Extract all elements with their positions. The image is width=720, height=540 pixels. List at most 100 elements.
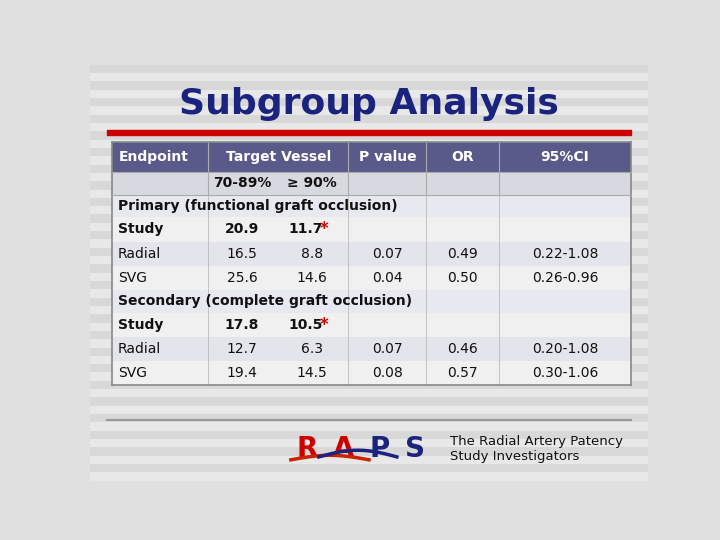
Bar xyxy=(90,389,648,397)
Bar xyxy=(112,172,631,194)
Text: Endpoint: Endpoint xyxy=(119,150,189,164)
Bar xyxy=(90,406,648,414)
Bar xyxy=(90,239,648,248)
Bar xyxy=(112,194,631,218)
Bar xyxy=(90,190,648,198)
Text: A: A xyxy=(333,435,354,463)
Text: Target Vessel: Target Vessel xyxy=(226,150,331,164)
Text: Secondary (complete graft occlusion): Secondary (complete graft occlusion) xyxy=(118,294,412,308)
Bar xyxy=(90,214,648,223)
Bar xyxy=(112,337,631,361)
Text: 25.6: 25.6 xyxy=(227,271,258,285)
Bar xyxy=(90,322,648,331)
Bar xyxy=(90,98,648,106)
Bar xyxy=(90,131,648,140)
Text: 95%CI: 95%CI xyxy=(541,150,590,164)
Text: 0.57: 0.57 xyxy=(447,366,478,380)
Bar xyxy=(90,472,648,481)
Text: 11.7: 11.7 xyxy=(288,222,323,237)
Bar xyxy=(90,73,648,82)
Text: R: R xyxy=(297,435,318,463)
Text: 6.3: 6.3 xyxy=(301,342,323,356)
Text: Radial: Radial xyxy=(118,247,161,261)
Text: 0.46: 0.46 xyxy=(447,342,478,356)
Bar xyxy=(90,447,648,456)
Text: 12.7: 12.7 xyxy=(227,342,258,356)
Bar xyxy=(90,364,648,373)
Bar xyxy=(90,265,648,273)
Text: 0.49: 0.49 xyxy=(447,247,478,261)
Bar xyxy=(90,181,648,190)
Text: 0.04: 0.04 xyxy=(372,271,402,285)
Text: 0.08: 0.08 xyxy=(372,366,402,380)
Bar xyxy=(90,173,648,181)
Bar xyxy=(90,281,648,289)
Bar xyxy=(90,223,648,231)
Text: 8.8: 8.8 xyxy=(301,247,323,261)
Bar xyxy=(90,381,648,389)
Text: 10.5: 10.5 xyxy=(288,318,323,332)
Bar xyxy=(90,206,648,214)
Text: The Radial Artery Patency: The Radial Artery Patency xyxy=(450,435,623,448)
Bar xyxy=(90,256,648,265)
Text: 0.26-0.96: 0.26-0.96 xyxy=(532,271,598,285)
Bar xyxy=(90,464,648,472)
Bar xyxy=(112,290,631,313)
Bar xyxy=(112,241,631,266)
Bar xyxy=(90,65,648,73)
Bar xyxy=(90,314,648,322)
Text: 14.6: 14.6 xyxy=(297,271,328,285)
Bar xyxy=(90,356,648,364)
Bar xyxy=(90,298,648,306)
Text: *: * xyxy=(320,220,329,239)
Text: 0.30-1.06: 0.30-1.06 xyxy=(532,366,598,380)
Text: 19.4: 19.4 xyxy=(227,366,258,380)
Text: 0.50: 0.50 xyxy=(447,271,478,285)
Text: 20.9: 20.9 xyxy=(225,222,259,237)
Bar xyxy=(90,248,648,256)
Text: 0.20-1.08: 0.20-1.08 xyxy=(532,342,598,356)
Text: ≥ 90%: ≥ 90% xyxy=(287,176,337,190)
Bar xyxy=(90,289,648,298)
Text: 17.8: 17.8 xyxy=(225,318,259,332)
Bar xyxy=(112,313,631,337)
Bar xyxy=(90,106,648,114)
Bar xyxy=(90,231,648,239)
Text: S: S xyxy=(405,435,426,463)
Bar xyxy=(90,439,648,447)
Text: 70-89%: 70-89% xyxy=(213,176,271,190)
Bar xyxy=(90,414,648,422)
Bar xyxy=(90,373,648,381)
Bar xyxy=(90,165,648,173)
Text: Study: Study xyxy=(118,222,163,237)
Text: Primary (functional graft occlusion): Primary (functional graft occlusion) xyxy=(118,199,397,213)
Bar xyxy=(112,218,631,241)
Text: *: * xyxy=(320,316,329,334)
Bar xyxy=(90,456,648,464)
Text: SVG: SVG xyxy=(118,366,147,380)
Bar xyxy=(90,397,648,406)
Text: 0.22-1.08: 0.22-1.08 xyxy=(532,247,598,261)
Bar xyxy=(90,198,648,206)
Text: 0.07: 0.07 xyxy=(372,247,402,261)
Text: Radial: Radial xyxy=(118,342,161,356)
Bar xyxy=(90,422,648,431)
Bar xyxy=(90,331,648,339)
Bar xyxy=(90,90,648,98)
Bar xyxy=(112,266,631,290)
Text: SVG: SVG xyxy=(118,271,147,285)
Bar xyxy=(112,141,631,172)
Text: 14.5: 14.5 xyxy=(297,366,328,380)
Bar xyxy=(112,361,631,385)
Text: 16.5: 16.5 xyxy=(227,247,258,261)
Text: OR: OR xyxy=(451,150,474,164)
Bar xyxy=(90,123,648,131)
Bar xyxy=(90,431,648,439)
Bar xyxy=(90,273,648,281)
Bar xyxy=(90,306,648,314)
Bar xyxy=(90,148,648,156)
Bar xyxy=(90,140,648,148)
Bar xyxy=(90,156,648,165)
Text: Study Investigators: Study Investigators xyxy=(450,450,580,463)
Text: P: P xyxy=(369,435,390,463)
